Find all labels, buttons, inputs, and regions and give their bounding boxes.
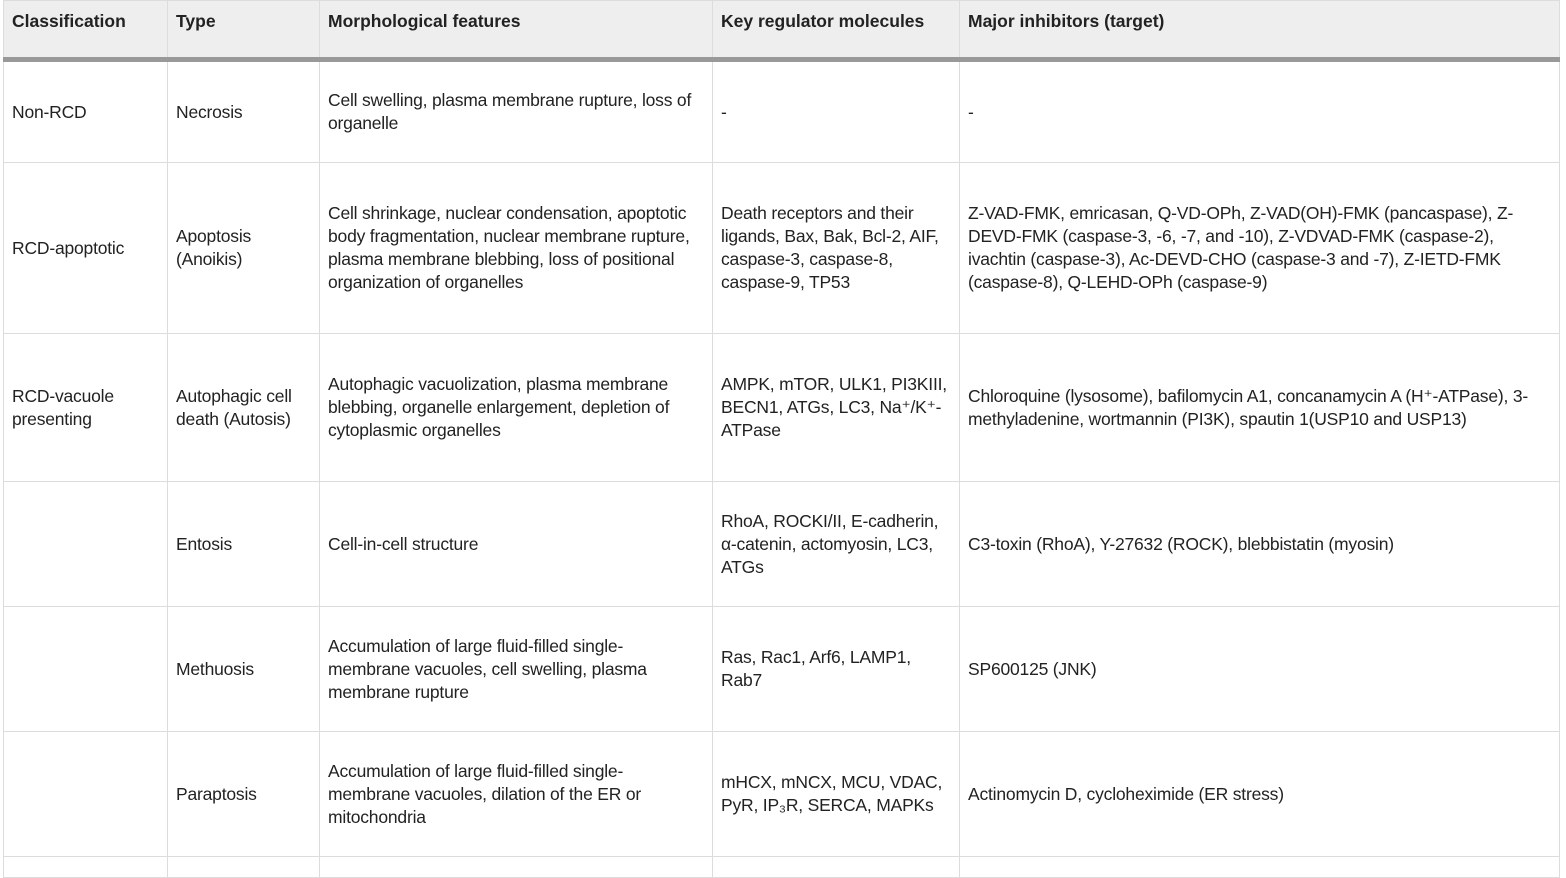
cell-regulators: AMPK, mTOR, ULK1, PI3KIII, BECN1, ATGs, … xyxy=(712,333,960,482)
cell-type: Paraptosis xyxy=(167,731,320,857)
table-row: Entosis Cell-in-cell structure RhoA, ROC… xyxy=(3,481,1560,607)
cell-type: Methuosis xyxy=(167,606,320,732)
table-row: RCD-apoptotic Apoptosis (Anoikis) Cell s… xyxy=(3,162,1560,334)
cell-regulators: - xyxy=(712,59,960,163)
cell-classification xyxy=(3,731,168,857)
cell-inhibitors: - xyxy=(959,59,1560,163)
table-row: Non-RCD Necrosis Cell swelling, plasma m… xyxy=(3,59,1560,163)
cell-features: Cell-in-cell structure xyxy=(319,481,713,607)
header-type: Type xyxy=(167,0,320,62)
cell-empty xyxy=(319,856,713,878)
cell-type: Autophagic cell death (Autosis) xyxy=(167,333,320,482)
cell-inhibitors: Actinomycin D, cycloheximide (ER stress) xyxy=(959,731,1560,857)
cell-empty xyxy=(959,856,1560,878)
cell-regulators: mHCX, mNCX, MCU, VDAC, PyR, IP₃R, SERCA,… xyxy=(712,731,960,857)
header-row: Classification Type Morphological featur… xyxy=(3,0,1560,62)
cell-classification: Non-RCD xyxy=(3,59,168,163)
table-row: Paraptosis Accumulation of large fluid-f… xyxy=(3,731,1560,857)
cell-classification xyxy=(3,481,168,607)
cell-features: Cell swelling, plasma membrane rupture, … xyxy=(319,59,713,163)
table-row: RCD-vacuole presenting Autophagic cell d… xyxy=(3,333,1560,482)
cell-regulators: Ras, Rac1, Arf6, LAMP1, Rab7 xyxy=(712,606,960,732)
cell-regulators: RhoA, ROCKI/II, E-cadherin, α-catenin, a… xyxy=(712,481,960,607)
cell-empty xyxy=(712,856,960,878)
cell-type: Entosis xyxy=(167,481,320,607)
cell-inhibitors: C3-toxin (RhoA), Y-27632 (ROCK), blebbis… xyxy=(959,481,1560,607)
cell-empty xyxy=(167,856,320,878)
cell-classification: RCD-vacuole presenting xyxy=(3,333,168,482)
cell-type: Apoptosis (Anoikis) xyxy=(167,162,320,334)
cell-classification: RCD-apoptotic xyxy=(3,162,168,334)
cell-inhibitors: Z-VAD-FMK, emricasan, Q-VD-OPh, Z-VAD(OH… xyxy=(959,162,1560,334)
cell-features: Autophagic vacuolization, plasma membran… xyxy=(319,333,713,482)
cell-death-table: Classification Type Morphological featur… xyxy=(3,0,1560,878)
table-row: Methuosis Accumulation of large fluid-fi… xyxy=(3,606,1560,732)
cell-features: Accumulation of large fluid-filled singl… xyxy=(319,731,713,857)
cell-classification xyxy=(3,606,168,732)
header-inhibitors: Major inhibitors (target) xyxy=(959,0,1560,62)
cell-inhibitors: SP600125 (JNK) xyxy=(959,606,1560,732)
cell-features: Cell shrinkage, nuclear condensation, ap… xyxy=(319,162,713,334)
cell-regulators: Death receptors and their ligands, Bax, … xyxy=(712,162,960,334)
header-features: Morphological features xyxy=(319,0,713,62)
cell-inhibitors: Chloroquine (lysosome), bafilomycin A1, … xyxy=(959,333,1560,482)
cell-empty xyxy=(3,856,168,878)
header-classification: Classification xyxy=(3,0,168,62)
table-row-partial xyxy=(3,856,1560,878)
cell-type: Necrosis xyxy=(167,59,320,163)
cell-features: Accumulation of large fluid-filled singl… xyxy=(319,606,713,732)
header-regulators: Key regulator molecules xyxy=(712,0,960,62)
